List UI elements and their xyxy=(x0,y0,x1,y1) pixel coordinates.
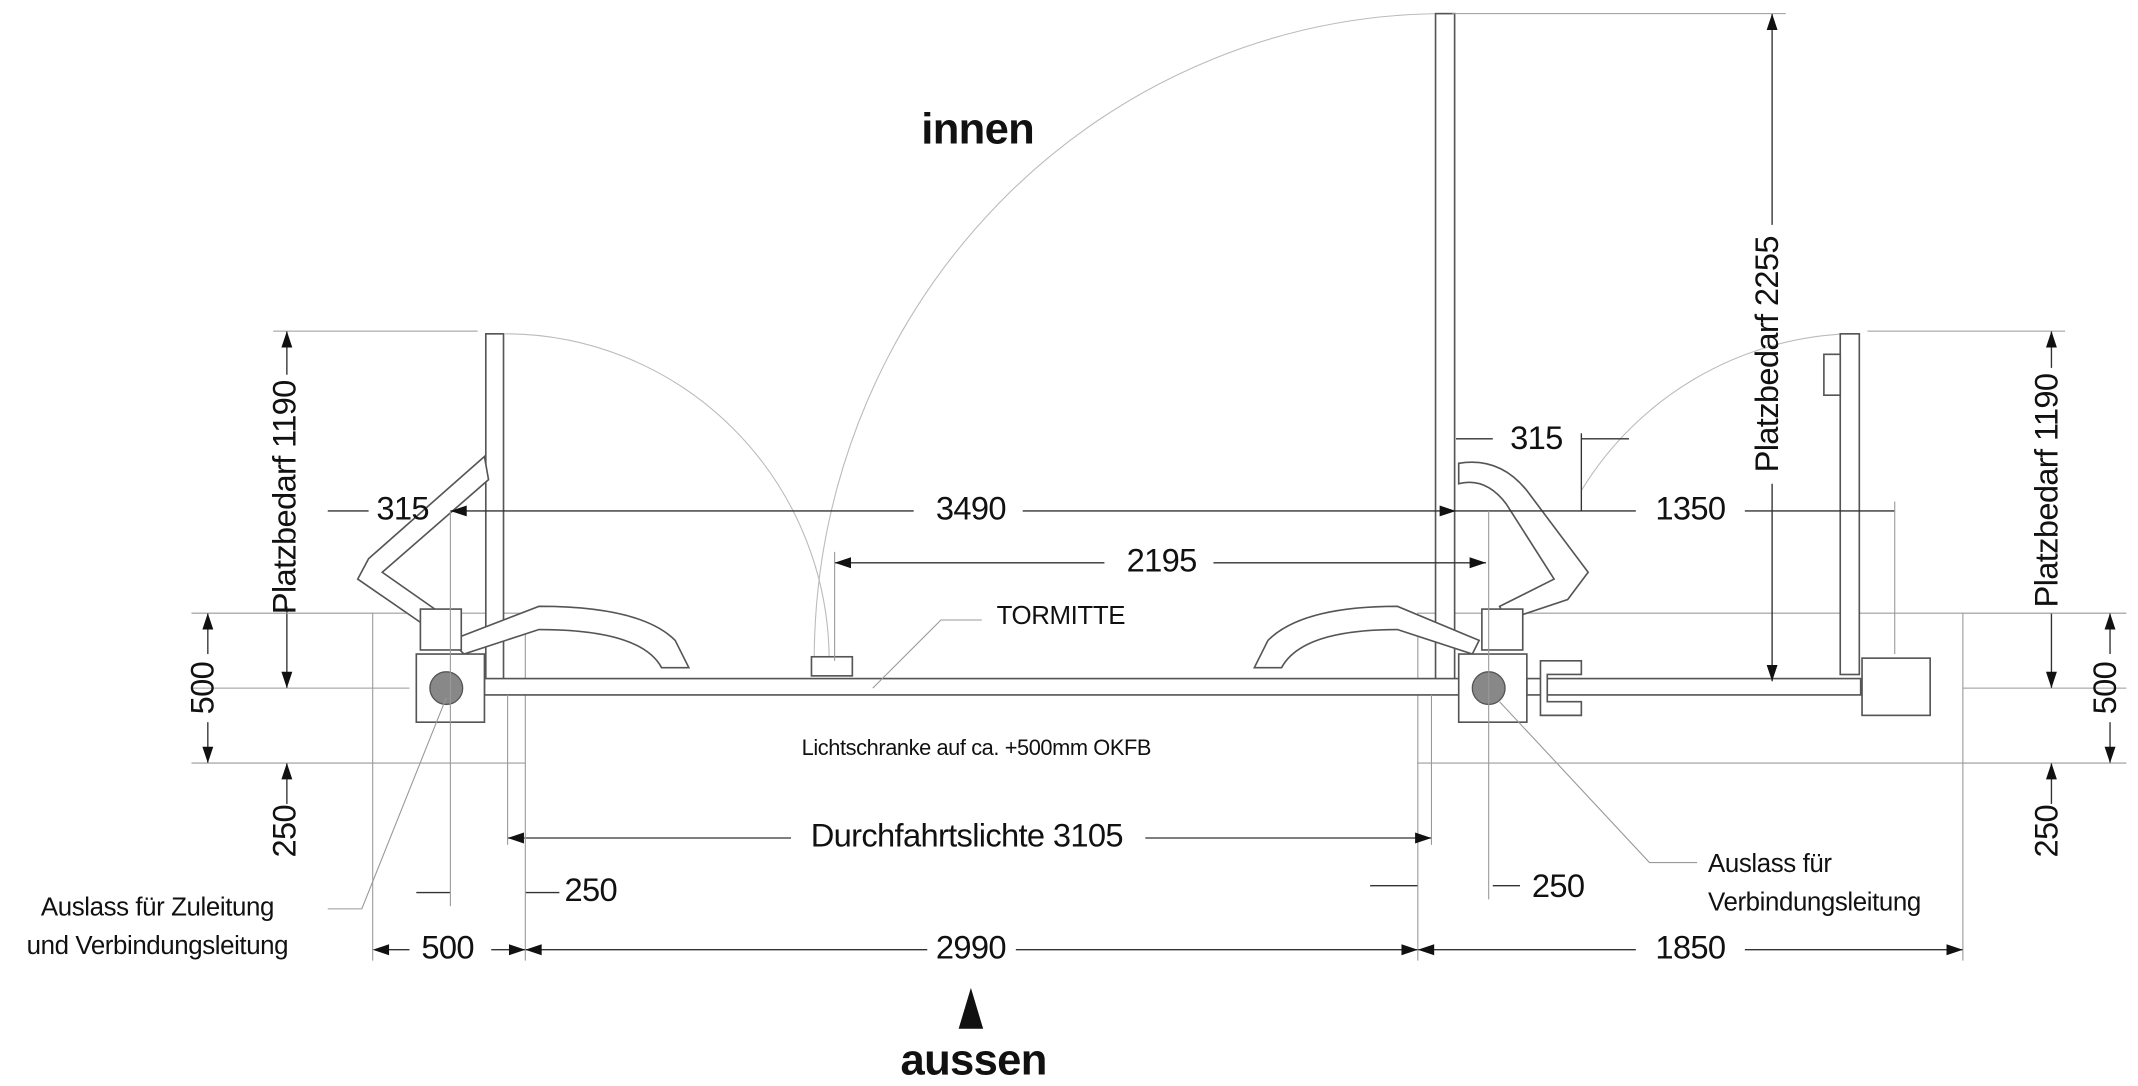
label-center: TORMITTE xyxy=(997,602,1126,630)
dimension: 1350 xyxy=(1655,490,1725,527)
arm xyxy=(1457,461,1590,621)
dimension: 3490 xyxy=(936,490,1006,527)
handle xyxy=(1539,660,1583,717)
dimension: 250 xyxy=(266,805,303,858)
dimension: 500 xyxy=(421,928,474,965)
outlet-note: Verbindungsleitung xyxy=(1708,888,1921,916)
dimension: 500 xyxy=(2086,662,2123,715)
motor-axis xyxy=(429,671,464,706)
dimension: 2195 xyxy=(1127,541,1197,578)
dimension: 315 xyxy=(1510,419,1563,456)
label-light-barrier: Lichtschranke auf ca. +500mm OKFB xyxy=(802,735,1151,760)
arm xyxy=(1252,605,1481,669)
outlet-note: Auslass für xyxy=(1708,850,1832,878)
rail xyxy=(1526,677,1862,696)
dimension: Platzbedarf 1190 xyxy=(266,380,303,614)
dimension: 250 xyxy=(1532,867,1585,904)
dimension: 250 xyxy=(564,871,617,908)
motor xyxy=(419,608,463,651)
outlet-note: Auslass für Zuleitung xyxy=(41,894,274,922)
dimension: Platzbedarf 2255 xyxy=(1748,236,1785,472)
swing-arc xyxy=(504,333,830,661)
label-clear-width: Durchfahrtslichte 3105 xyxy=(811,817,1123,854)
arrowheads xyxy=(202,13,2116,1029)
extension-lines xyxy=(191,13,2127,961)
dimension: 2990 xyxy=(936,928,1006,965)
handle xyxy=(1823,353,1842,396)
motor xyxy=(1481,608,1524,651)
outlet-note: und Verbindungsleitung xyxy=(27,932,288,960)
dimension: 315 xyxy=(376,490,429,527)
arm xyxy=(356,454,490,635)
rail xyxy=(483,677,1467,696)
gate-leaf xyxy=(1434,12,1456,683)
arm xyxy=(448,605,691,669)
dimension-lines xyxy=(207,13,2111,951)
dimension: Platzbedarf 1190 xyxy=(2027,374,2064,608)
swing-arc xyxy=(813,13,1446,661)
drive-box xyxy=(1861,657,1931,717)
dimension: 500 xyxy=(184,662,221,715)
label-outside: aussen xyxy=(901,1036,1047,1084)
gate-leaf xyxy=(1839,333,1861,676)
label-inside: innen xyxy=(921,106,1034,154)
dimension: 250 xyxy=(2027,805,2064,858)
latch xyxy=(810,655,854,677)
dimension: 1850 xyxy=(1655,928,1725,965)
swing-arc xyxy=(1580,333,1848,491)
